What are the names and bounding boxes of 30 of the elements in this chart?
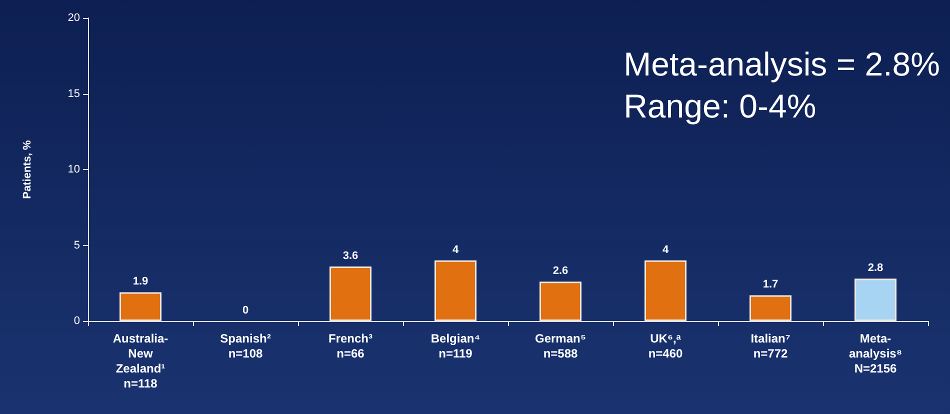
data-label: 4 [452, 244, 460, 256]
annotation: Meta-analysis = 2.8% Range: 0-4% [624, 46, 940, 124]
y-tick-label: 20 [68, 12, 80, 24]
y-tick-label: 15 [68, 88, 80, 100]
x-tick-label: UK⁶,ᵃ n=460 [648, 332, 684, 360]
x-tick-label: Italian⁷ n=772 [750, 332, 790, 360]
bar [434, 260, 476, 321]
bar [644, 260, 686, 321]
bar [854, 278, 896, 321]
bar [540, 282, 582, 321]
data-label: 1.9 [132, 276, 148, 288]
x-tick-label: French³ n=66 [328, 332, 373, 360]
data-label: 2.8 [868, 262, 884, 274]
bar [330, 266, 372, 321]
y-axis-title: Patients, % [22, 140, 34, 199]
bar [750, 295, 792, 321]
x-tick-label: Australia- New Zealand¹ n=118 [112, 332, 168, 390]
data-label: 4 [662, 244, 670, 256]
x-tick-label: Meta- analysis⁸ N=2156 [848, 332, 902, 376]
bar [120, 292, 162, 321]
x-tick-label: Belgian⁴ n=119 [430, 332, 480, 360]
data-label: 1.7 [762, 278, 778, 291]
y-tick-label: 10 [68, 164, 80, 176]
x-tick-label: Spanish² n=108 [220, 332, 271, 360]
data-label: 2.6 [552, 265, 568, 278]
y-tick-label: 5 [74, 239, 80, 252]
data-label: 3.6 [342, 250, 358, 262]
data-label: 0 [242, 304, 249, 316]
x-tick-label: German⁵ n=588 [535, 332, 586, 360]
y-tick-label: 0 [74, 315, 80, 327]
